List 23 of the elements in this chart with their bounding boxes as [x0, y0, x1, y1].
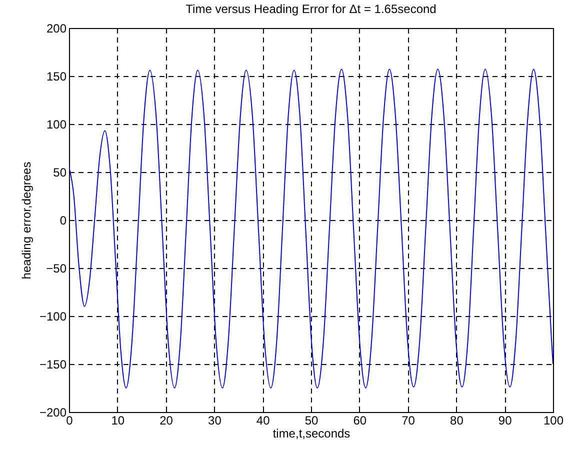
y-tick-label: −200	[39, 406, 67, 420]
y-tick-label: −100	[39, 310, 67, 324]
x-tick-label: 80	[450, 414, 464, 428]
x-tick-label: 40	[256, 414, 270, 428]
x-tick-label: 70	[402, 414, 416, 428]
y-tick-label: −50	[46, 262, 67, 276]
x-tick-label: 60	[353, 414, 367, 428]
chart-title: Time versus Heading Error for Δt = 1.65second	[186, 2, 436, 16]
y-axis-title: heading error,degrees	[19, 162, 34, 280]
y-tick-label: 50	[53, 166, 67, 180]
x-tick-label: 50	[304, 414, 318, 428]
y-tick-label: 150	[46, 70, 67, 84]
x-tick-label: 30	[208, 414, 222, 428]
y-tick-label: −150	[39, 358, 67, 372]
x-axis-title: time,t,seconds	[272, 426, 350, 440]
x-tick-label: 10	[111, 414, 125, 428]
x-tick-label: 20	[160, 414, 174, 428]
line-series	[69, 68, 553, 388]
y-tick-label: 0	[60, 214, 67, 228]
x-tick-label: 90	[498, 414, 512, 428]
y-tick-label: 200	[46, 22, 67, 36]
x-tick-label: 100	[543, 414, 564, 428]
y-tick-label: 100	[46, 118, 67, 132]
